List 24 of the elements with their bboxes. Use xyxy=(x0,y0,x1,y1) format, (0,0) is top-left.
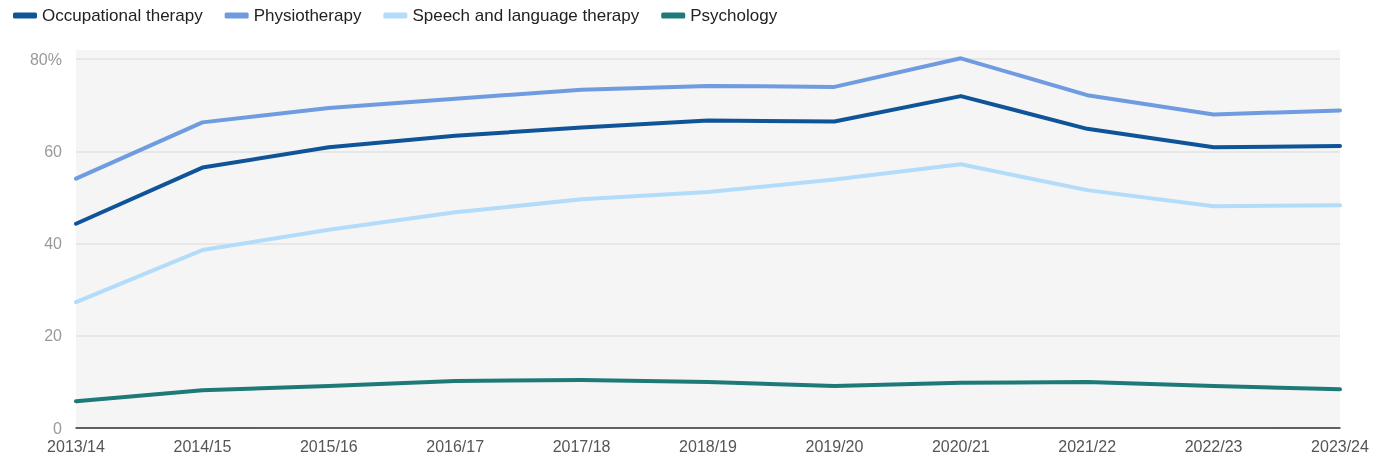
x-tick-label: 2022/23 xyxy=(1184,437,1243,455)
line-series xyxy=(74,56,1342,181)
line-series xyxy=(74,378,1342,404)
x-tick-label: 2018/19 xyxy=(679,437,738,455)
x-tick-label: 2023/24 xyxy=(1311,437,1370,455)
y-tick-label: 60 xyxy=(44,142,63,160)
x-tick-label: 2019/20 xyxy=(805,437,864,455)
y-tick-label: 20 xyxy=(44,327,63,345)
x-tick-label: 2015/16 xyxy=(299,437,358,455)
x-tick-label: 2021/22 xyxy=(1058,437,1117,455)
legend-label: Occupational therapy xyxy=(42,6,204,25)
x-tick-label: 2016/17 xyxy=(426,437,485,455)
legend-label: Psychology xyxy=(690,6,778,25)
legend-label: Speech and language therapy xyxy=(412,6,640,25)
x-tick-label: 2020/21 xyxy=(931,437,990,455)
line-series xyxy=(74,162,1342,305)
y-tick-label: 40 xyxy=(44,235,63,253)
y-tick-label: 0 xyxy=(53,419,63,437)
x-tick-label: 2014/15 xyxy=(173,437,232,455)
legend-label: Physiotherapy xyxy=(253,6,362,25)
x-tick-label: 2013/14 xyxy=(47,437,106,455)
y-tick-label: 80% xyxy=(29,50,62,68)
x-tick-label: 2017/18 xyxy=(552,437,611,455)
line-series xyxy=(74,94,1342,226)
